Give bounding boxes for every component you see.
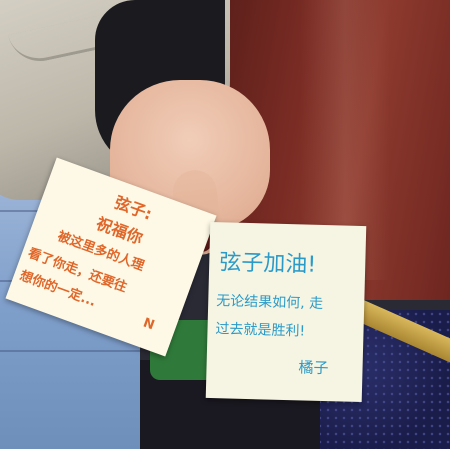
right-note-signature: 橘子 [298, 358, 329, 378]
right-sticky-note: 弦子加油! 无论结果如何, 走 过去就是胜利! 橘子 [205, 221, 367, 403]
jacket-seam [0, 350, 140, 352]
left-note-line: N [140, 315, 157, 334]
right-note-line: 弦子加油! [218, 250, 317, 278]
right-note-line: 无论结果如何, 走 [216, 293, 324, 312]
right-note-line: 过去就是胜利! [215, 321, 306, 340]
